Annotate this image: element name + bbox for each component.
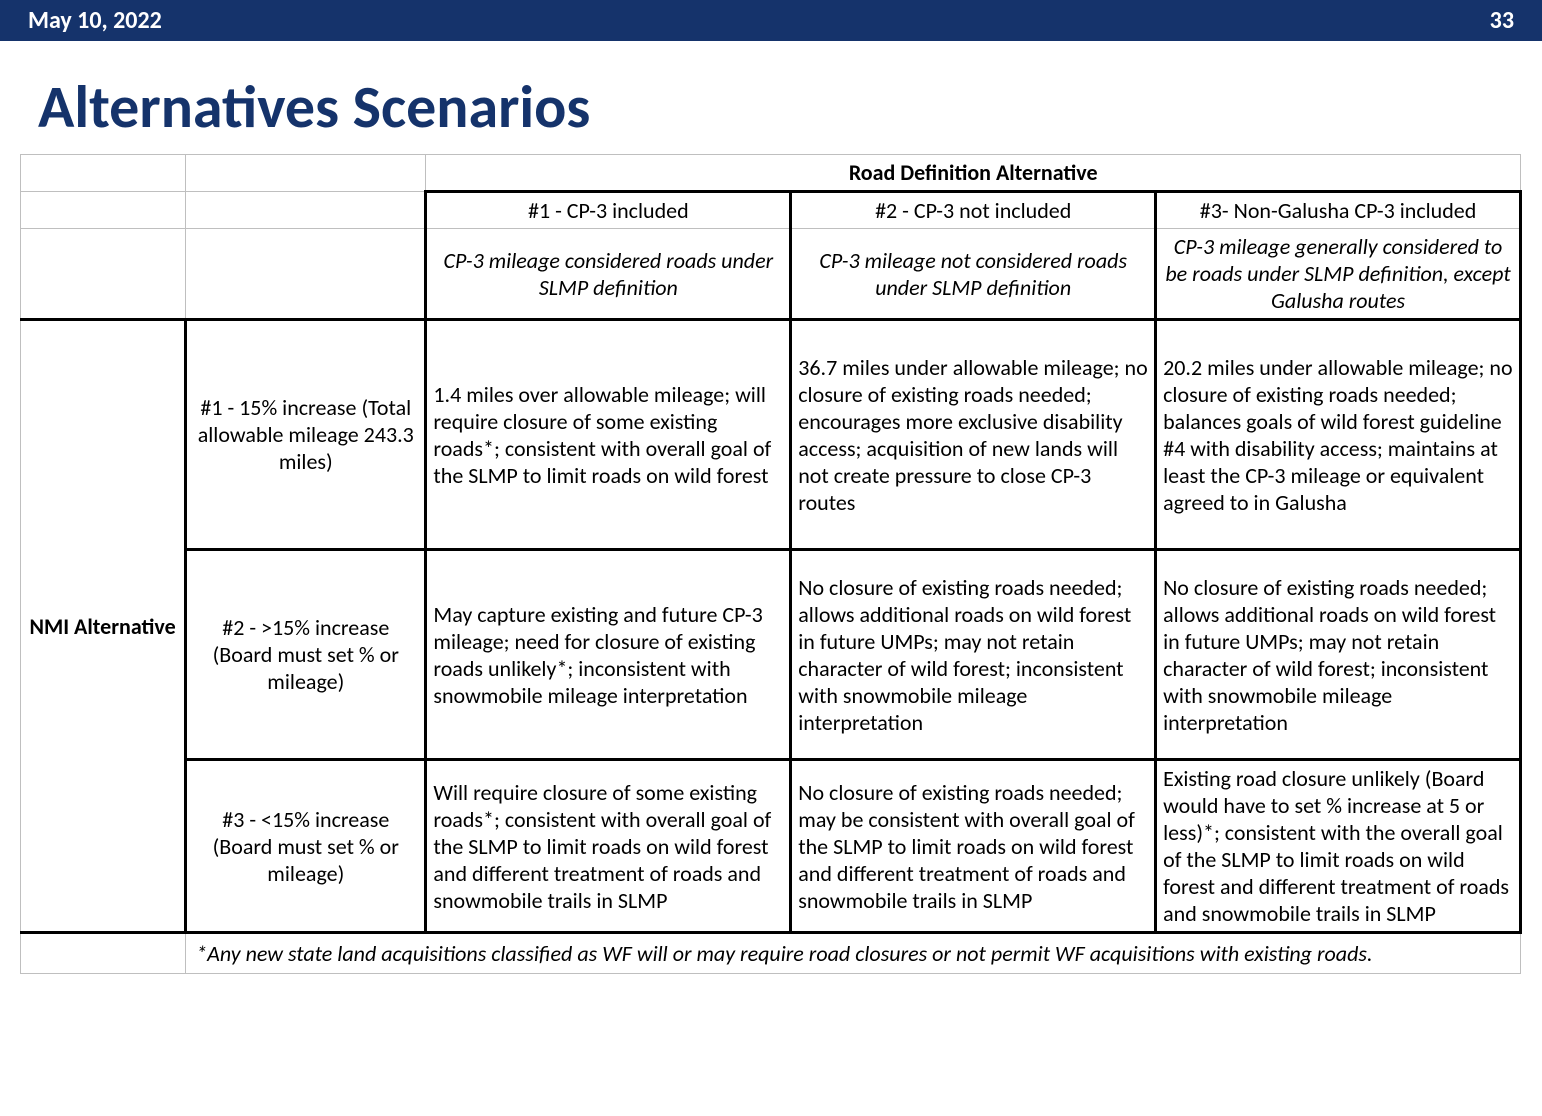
table-row: Road Definition Alternative (21, 155, 1521, 192)
blank-cell (186, 229, 426, 320)
blank-cell (21, 933, 186, 974)
slide-content: Alternatives Scenarios Road Definition A… (0, 41, 1542, 984)
cell-3-3: Existing road closure unlikely (Board wo… (1156, 760, 1521, 933)
footnote: *Any new state land acquisitions classif… (186, 933, 1521, 974)
blank-cell (21, 155, 186, 192)
col-header-2: #2 - CP-3 not included (791, 192, 1156, 229)
table-row: *Any new state land acquisitions classif… (21, 933, 1521, 974)
col-desc-2: CP-3 mileage not considered roads under … (791, 229, 1156, 320)
col-header-1: #1 - CP-3 included (426, 192, 791, 229)
cell-3-1: Will require closure of some existing ro… (426, 760, 791, 933)
blank-cell (186, 192, 426, 229)
col-desc-1: CP-3 mileage considered roads under SLMP… (426, 229, 791, 320)
header-bar: May 10, 2022 33 (0, 0, 1542, 41)
row-group-label: NMI Alternative (21, 320, 186, 933)
row-label-2: #2 - >15% increase (Board must set % or … (186, 550, 426, 760)
slide-title: Alternatives Scenarios (38, 71, 1522, 144)
cell-2-2: No closure of existing roads needed; all… (791, 550, 1156, 760)
cell-1-2: 36.7 miles under allowable mileage; no c… (791, 320, 1156, 550)
col-desc-3: CP-3 mileage generally considered to be … (1156, 229, 1521, 320)
row-label-1: #1 - 15% increase (Total allowable milea… (186, 320, 426, 550)
cell-1-3: 20.2 miles under allowable mileage; no c… (1156, 320, 1521, 550)
cell-2-1: May capture existing and future CP-3 mil… (426, 550, 791, 760)
alternatives-table: Road Definition Alternative #1 - CP-3 in… (20, 154, 1522, 974)
blank-cell (186, 155, 426, 192)
table-row: NMI Alternative #1 - 15% increase (Total… (21, 320, 1521, 550)
blank-cell (21, 229, 186, 320)
col-header-3: #3- Non-Galusha CP-3 included (1156, 192, 1521, 229)
row-label-3: #3 - <15% increase (Board must set % or … (186, 760, 426, 933)
cell-1-1: 1.4 miles over allowable mileage; will r… (426, 320, 791, 550)
table-row: #2 - >15% increase (Board must set % or … (21, 550, 1521, 760)
header-date: May 10, 2022 (28, 6, 162, 35)
col-group-header: Road Definition Alternative (426, 155, 1521, 192)
table-row: #3 - <15% increase (Board must set % or … (21, 760, 1521, 933)
cell-2-3: No closure of existing roads needed; all… (1156, 550, 1521, 760)
table-row: CP-3 mileage considered roads under SLMP… (21, 229, 1521, 320)
header-page: 33 (1490, 6, 1514, 35)
cell-3-2: No closure of existing roads needed; may… (791, 760, 1156, 933)
blank-cell (21, 192, 186, 229)
table-row: #1 - CP-3 included #2 - CP-3 not include… (21, 192, 1521, 229)
